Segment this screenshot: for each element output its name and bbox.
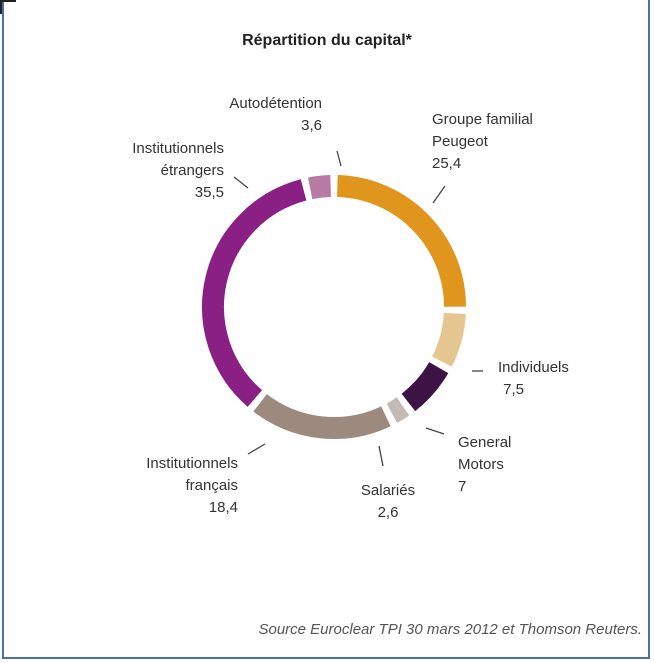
frame-corner [0, 0, 16, 14]
chart-title: Répartition du capital* [242, 32, 412, 49]
leader-line-7 [336, 150, 342, 167]
slice-label-6: étrangers [161, 162, 224, 179]
slice-label-5: Institutionnels [146, 455, 238, 472]
slice-value-2: 7,5 [503, 381, 524, 398]
donut-slice-7 [307, 175, 332, 200]
slice-value-4: 2,6 [378, 504, 399, 521]
leader-line-5 [247, 443, 266, 455]
donut-slice-6 [202, 179, 307, 407]
leader-line-4 [378, 445, 384, 467]
donut-slice-2 [432, 312, 466, 367]
slice-value-3: 7 [458, 478, 466, 495]
donut-slice-4 [386, 397, 410, 423]
leader-line-3 [425, 427, 445, 435]
slice-label-5: français [185, 477, 238, 494]
donut-slice-1 [336, 175, 466, 307]
source-note: Source Euroclear TPI 30 mars 2012 et Tho… [258, 621, 642, 638]
slice-value-5: 18,4 [209, 499, 238, 516]
slice-value-6: 35,5 [195, 184, 224, 201]
leader-line-1 [432, 185, 446, 204]
slice-value-7: 3,6 [301, 117, 322, 134]
slice-label-1: Peugeot [432, 133, 489, 150]
slice-label-3: Motors [458, 456, 504, 473]
slice-value-1: 25,4 [432, 155, 461, 172]
slice-label-4: Salariés [361, 482, 415, 499]
donut-slice-5 [253, 393, 391, 439]
leader-line-6 [233, 176, 249, 189]
donut-slice-3 [401, 361, 449, 412]
slice-label-3: General [458, 434, 511, 451]
slice-label-1: Groupe familial [432, 111, 533, 128]
slice-label-6: Institutionnels [132, 140, 224, 157]
slice-label-2: Individuels [498, 359, 569, 376]
slice-label-7: Autodétention [229, 95, 322, 112]
